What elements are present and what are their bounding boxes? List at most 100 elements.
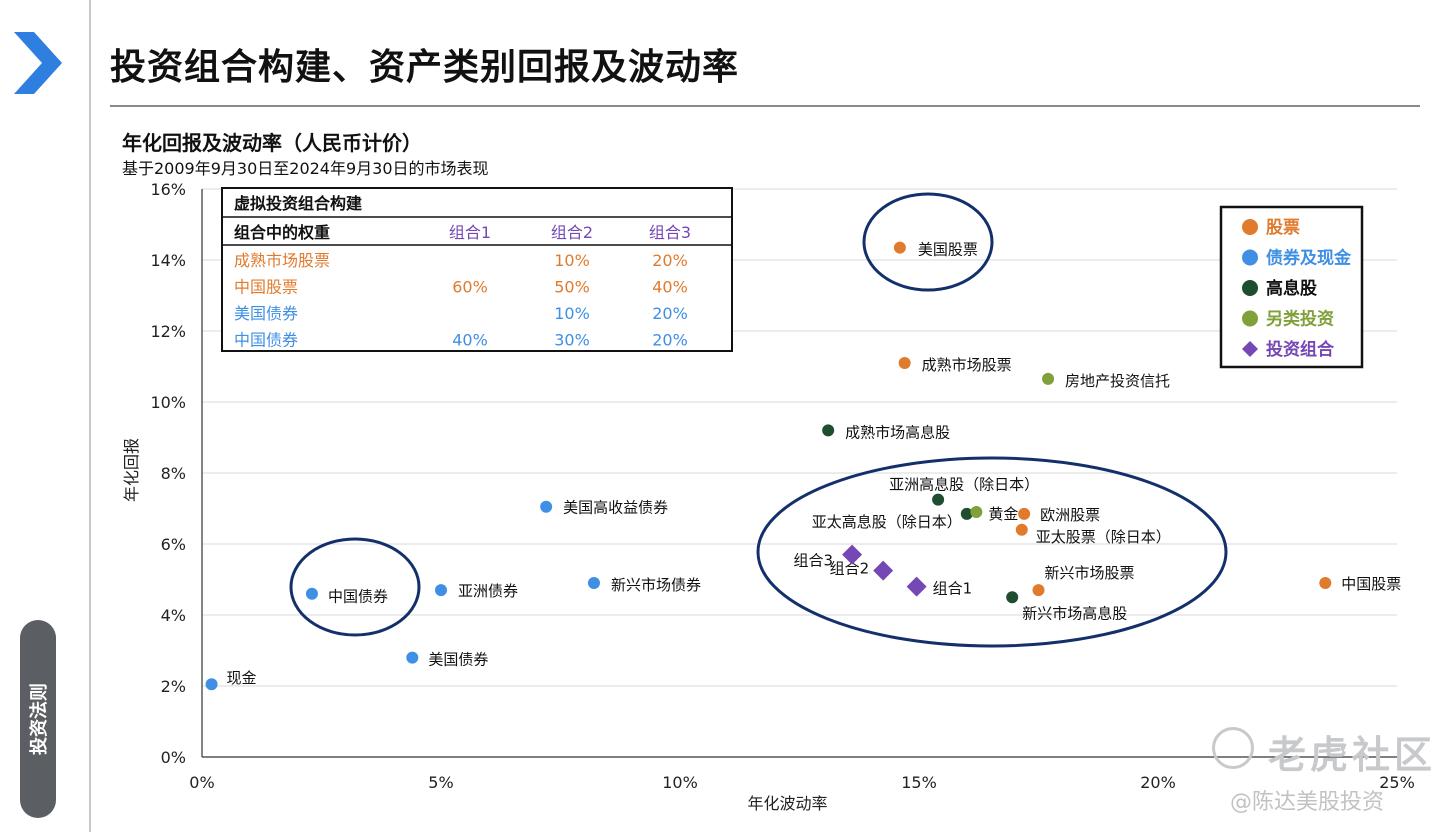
point-label: 新兴市场股票: [1045, 564, 1135, 582]
point-房地产投资信托: [1042, 372, 1055, 385]
y-tick-label: 4%: [161, 606, 186, 625]
legend-label: 债券及现金: [1266, 248, 1352, 269]
point-美国债券: [406, 651, 419, 664]
point-美国股票: [893, 241, 906, 254]
weights-table-header: 组合中的权重: [234, 223, 330, 242]
point-label: 中国债券: [328, 588, 388, 606]
x-tick-label: 15%: [901, 773, 937, 792]
y-tick-label: 6%: [161, 535, 186, 554]
point-label: 新兴市场债券: [611, 576, 701, 594]
point-label: 现金: [227, 669, 257, 687]
weights-table-value: 60%: [452, 278, 488, 297]
tiger-logo-icon: [1212, 727, 1254, 769]
highlight-circle-us-stocks: [862, 192, 994, 292]
weights-table-header: 组合1: [449, 223, 491, 242]
point-亚太股票（除日本）: [1015, 523, 1028, 536]
point-现金: [205, 678, 218, 691]
chart-subtitle: 基于2009年9月30日至2024年9月30日的市场表现: [122, 159, 489, 178]
sidebar-divider: [89, 0, 91, 832]
y-tick-label: 8%: [161, 464, 186, 483]
point-label: 成熟市场股票: [922, 356, 1012, 374]
point-label: 成熟市场高息股: [845, 423, 950, 441]
y-tick-label: 14%: [150, 251, 186, 270]
point-美国高收益债券: [540, 500, 553, 513]
point-组合1: [906, 576, 927, 597]
point-欧洲股票: [1018, 507, 1031, 520]
weights-table-box: [221, 187, 733, 352]
legend-marker-portfolio: [1242, 341, 1258, 357]
legend-label: 投资组合: [1266, 339, 1335, 360]
point-成熟市场高息股: [822, 424, 835, 437]
y-tick-label: 12%: [150, 322, 186, 341]
weights-table-value: 10%: [554, 251, 590, 270]
weights-table-value: 40%: [452, 331, 488, 350]
weights-table-heading: 虚拟投资组合构建: [234, 194, 362, 213]
legend-label: 股票: [1266, 218, 1300, 238]
point-label: 亚太高息股（除日本）: [812, 513, 962, 531]
point-组合3: [842, 544, 863, 565]
point-label: 中国股票: [1341, 575, 1401, 593]
weights-table-header: 组合2: [551, 223, 593, 242]
watermark-author: @陈达美股投资: [1230, 790, 1385, 815]
x-tick-label: 0%: [189, 773, 214, 792]
point-label: 房地产投资信托: [1065, 372, 1170, 390]
point-label: 组合1: [933, 580, 973, 598]
weights-table-value: 50%: [554, 278, 590, 297]
weights-table-value: 20%: [652, 331, 688, 350]
y-tick-label: 2%: [161, 677, 186, 696]
point-label: 新兴市场高息股: [1022, 604, 1127, 622]
y-tick-label: 16%: [150, 180, 186, 199]
point-新兴市场债券: [587, 577, 600, 590]
legend-marker-alternative: [1242, 310, 1258, 327]
x-tick-label: 10%: [662, 773, 698, 792]
point-新兴市场高息股: [1006, 591, 1019, 604]
point-label: 组合2: [830, 560, 870, 578]
point-label: 欧洲股票: [1040, 506, 1100, 524]
x-axis-label: 年化波动率: [747, 794, 827, 813]
highlight-circle-portfolios: [756, 456, 1228, 648]
point-亚洲高息股（除日本）: [932, 493, 945, 506]
legend-marker-bonds_cash: [1242, 249, 1258, 266]
x-tick-label: 20%: [1140, 773, 1176, 792]
legend-label: 另类投资: [1266, 309, 1334, 330]
watermark-logo-text: 老虎社区: [1268, 733, 1437, 777]
point-label: 亚太股票（除日本）: [1036, 528, 1171, 546]
chevron-right-icon: [14, 32, 62, 94]
point-label: 美国股票: [918, 241, 978, 259]
weights-table-asset: 中国股票: [234, 278, 298, 297]
point-label: 亚洲高息股（除日本）: [889, 476, 1039, 494]
weights-table-asset: 中国债券: [234, 331, 298, 350]
point-组合2: [873, 560, 894, 581]
highlight-circle-china-bonds: [289, 537, 421, 637]
point-新兴市场股票: [1032, 584, 1045, 597]
side-tab-investment-rules[interactable]: 投资法则: [20, 620, 56, 818]
y-axis-label: 年化回报: [122, 438, 141, 502]
point-中国股票: [1319, 577, 1332, 590]
page-title: 投资组合构建、资产类别回报及波动率: [110, 47, 740, 88]
y-tick-label: 10%: [150, 393, 186, 412]
legend-label: 高息股: [1266, 278, 1317, 299]
point-亚太高息股（除日本）: [960, 507, 973, 520]
title-divider: [110, 105, 1420, 107]
point-黄金: [970, 506, 983, 519]
point-label: 亚洲债券: [458, 582, 518, 600]
weights-table-value: 10%: [554, 304, 590, 323]
weights-table-asset: 美国债券: [234, 304, 298, 323]
legend-marker-dividend: [1242, 280, 1258, 296]
point-label: 美国债券: [428, 651, 488, 669]
weights-table-value: 30%: [554, 331, 590, 350]
point-label: 黄金: [988, 505, 1018, 523]
y-tick-label: 0%: [161, 748, 186, 767]
point-label: 组合3: [794, 552, 834, 570]
point-亚洲债券: [435, 584, 447, 597]
weights-table-value: 40%: [652, 278, 688, 297]
x-tick-label: 25%: [1379, 773, 1415, 792]
chart-title: 年化回报及波动率（人民币计价）: [122, 131, 422, 155]
weights-table-asset: 成熟市场股票: [234, 251, 330, 270]
legend-marker-stocks: [1242, 219, 1258, 235]
weights-table-value: 20%: [652, 304, 688, 323]
point-中国债券: [305, 587, 318, 600]
weights-table-header: 组合3: [649, 223, 691, 242]
point-成熟市场股票: [898, 356, 911, 369]
